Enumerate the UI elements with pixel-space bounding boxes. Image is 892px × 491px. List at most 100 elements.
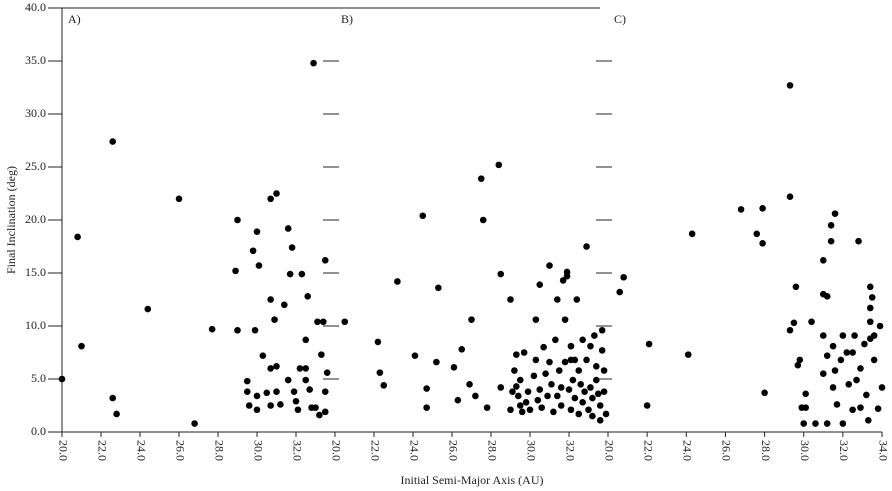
point — [819, 370, 827, 378]
point — [866, 304, 874, 312]
point — [802, 390, 809, 398]
point — [567, 356, 575, 364]
point — [849, 406, 856, 414]
point — [583, 356, 590, 364]
point — [589, 394, 596, 402]
point — [321, 408, 329, 416]
point — [593, 362, 600, 370]
point — [298, 270, 306, 278]
point — [435, 284, 442, 292]
x-tick-label: 22.0 — [368, 440, 382, 461]
point — [518, 408, 526, 416]
panel-label: A) — [68, 12, 81, 26]
point — [839, 332, 847, 339]
point — [812, 420, 819, 427]
point — [78, 342, 85, 350]
point — [74, 233, 81, 241]
point — [554, 392, 561, 400]
point — [563, 272, 571, 280]
point — [259, 352, 267, 359]
point — [253, 228, 261, 235]
point — [513, 383, 520, 390]
point — [855, 237, 862, 245]
x-tick-label: 30.0 — [524, 440, 538, 461]
point — [827, 222, 835, 229]
point — [472, 392, 479, 400]
point — [579, 399, 586, 406]
point — [589, 412, 596, 420]
point — [878, 384, 886, 391]
point — [827, 237, 835, 245]
point — [175, 195, 183, 203]
point — [857, 365, 864, 372]
point — [684, 351, 692, 358]
point — [277, 401, 284, 408]
point — [294, 406, 302, 414]
point — [808, 318, 815, 326]
point — [796, 356, 804, 364]
point — [497, 270, 505, 278]
point — [870, 356, 878, 364]
point — [312, 404, 319, 411]
x-tick-label: 22.0 — [641, 440, 655, 461]
point — [688, 230, 696, 238]
point — [565, 386, 573, 393]
point — [267, 195, 274, 203]
point — [596, 417, 604, 424]
point — [596, 402, 604, 409]
y-tick-label: 20.0 — [25, 212, 46, 226]
point — [857, 404, 864, 411]
x-tick-label: 24.0 — [407, 440, 421, 461]
point — [585, 406, 592, 414]
point — [296, 365, 304, 372]
point — [598, 347, 606, 354]
y-tick-label: 35.0 — [25, 53, 46, 67]
point — [567, 342, 575, 350]
point — [321, 388, 329, 396]
x-tick-label: 30.0 — [251, 440, 265, 461]
point — [522, 399, 530, 406]
point — [802, 404, 809, 411]
point — [561, 358, 569, 366]
x-tick-label: 32.0 — [290, 440, 304, 461]
y-tick-label: 5.0 — [31, 371, 46, 385]
point — [583, 243, 590, 250]
point — [273, 388, 280, 396]
point — [800, 420, 808, 427]
point — [433, 358, 440, 366]
point — [575, 410, 583, 418]
point — [109, 138, 116, 145]
point — [497, 384, 505, 391]
point — [643, 402, 651, 409]
point — [552, 336, 559, 344]
point — [530, 372, 538, 380]
point — [829, 342, 837, 350]
y-tick-label: 0.0 — [31, 424, 46, 438]
point — [550, 408, 557, 416]
point — [794, 361, 802, 369]
point — [479, 216, 487, 224]
point — [273, 362, 280, 370]
point — [507, 406, 514, 414]
point — [853, 376, 860, 384]
point — [536, 281, 544, 288]
point — [318, 351, 325, 358]
point — [865, 417, 872, 424]
y-axis-label: Final Inclination (deg) — [4, 166, 18, 274]
point — [557, 402, 565, 409]
x-tick-label: 28.0 — [485, 440, 499, 461]
point — [316, 411, 323, 419]
point — [833, 401, 841, 408]
y-tick-label: 15.0 — [25, 265, 46, 279]
point — [569, 376, 577, 384]
point — [314, 318, 321, 326]
x-tick-label: 28.0 — [759, 440, 773, 461]
point — [526, 406, 534, 414]
point — [591, 332, 598, 339]
point — [495, 161, 503, 169]
point — [245, 402, 253, 409]
point — [232, 267, 239, 275]
point — [509, 388, 516, 396]
point — [792, 283, 800, 291]
point — [380, 382, 388, 389]
